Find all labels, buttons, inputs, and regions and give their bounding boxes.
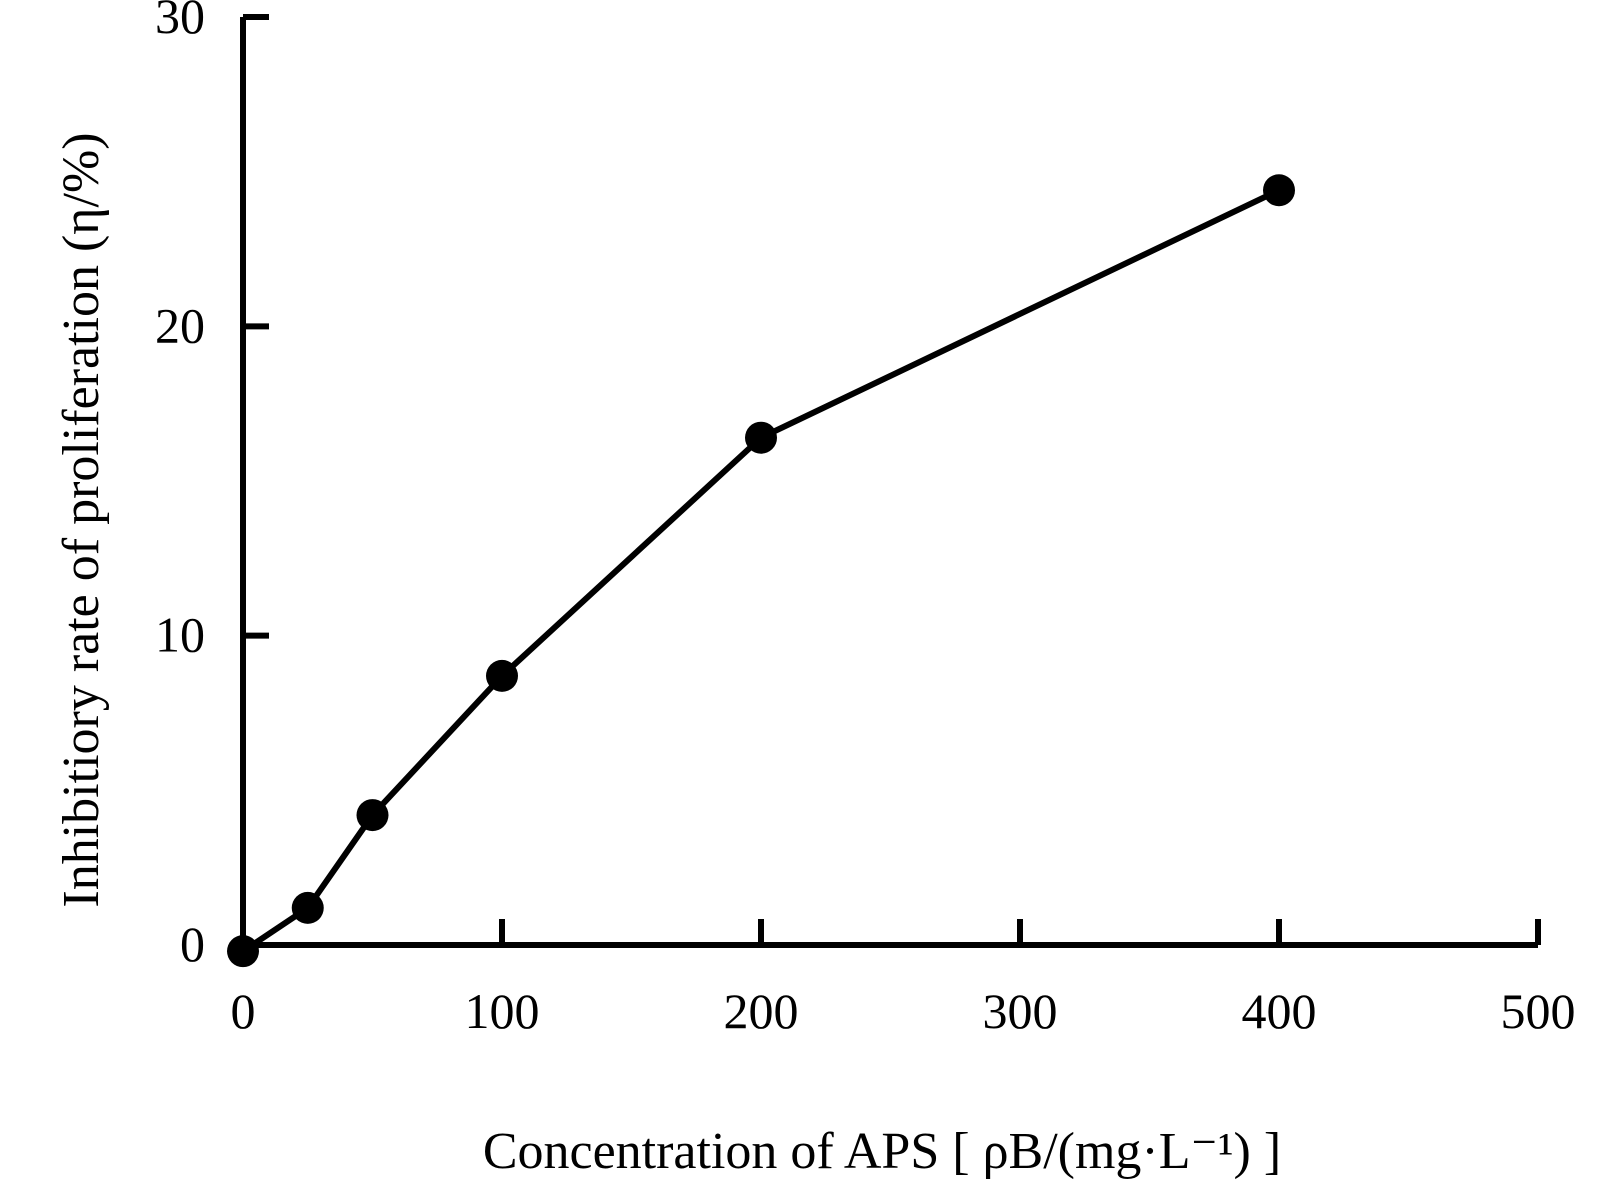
series bbox=[227, 174, 1295, 968]
data-point bbox=[1263, 174, 1295, 207]
x-tick-label: 200 bbox=[724, 983, 799, 1039]
x-tick-label: 500 bbox=[1501, 983, 1576, 1039]
x-tick-label: 300 bbox=[983, 983, 1058, 1039]
y-tick-label: 30 bbox=[155, 0, 205, 44]
data-point bbox=[745, 421, 777, 454]
y-axis-title: Inhibitiory rate of proliferation (η/%) bbox=[53, 132, 110, 907]
y-tick-label: 0 bbox=[180, 916, 205, 972]
x-tick-label: 400 bbox=[1242, 983, 1317, 1039]
series-line bbox=[241, 187, 1281, 954]
axes bbox=[240, 17, 1538, 948]
x-tick-label: 100 bbox=[465, 983, 540, 1039]
data-point bbox=[291, 891, 324, 924]
data-point bbox=[486, 659, 518, 692]
data-point bbox=[356, 799, 389, 832]
ticks bbox=[240, 14, 1541, 948]
y-tick-label: 20 bbox=[155, 297, 205, 353]
data-point bbox=[227, 935, 259, 968]
y-tick-label: 10 bbox=[155, 607, 205, 663]
x-axis-title: Concentration of APS [ ρB/(mg·L⁻¹) ] bbox=[483, 1123, 1281, 1180]
x-tick-label: 0 bbox=[231, 983, 256, 1039]
